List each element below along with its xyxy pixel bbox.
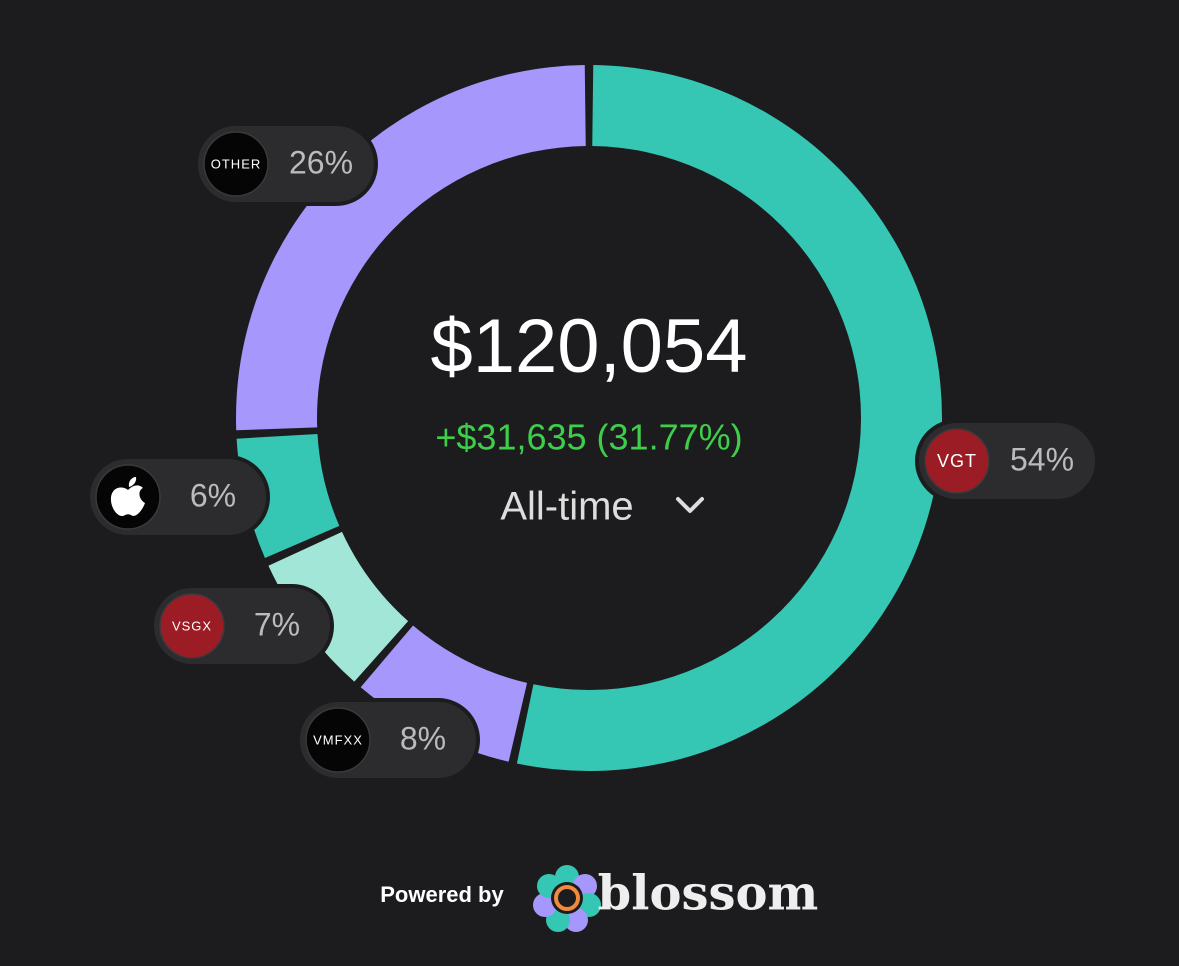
ticker-label: VSGX [172,618,212,633]
badge [924,428,990,494]
percent-label: 7% [254,606,300,642]
legend-pill[interactable]: 6% [86,455,270,539]
badge [305,707,371,773]
blossom-logo [533,865,601,932]
powered-by: Powered by [380,882,504,907]
percent-label: 26% [289,144,353,180]
ticker-label: VMFXX [313,732,363,747]
donut-segment [236,65,586,431]
donut-segment [360,625,528,762]
legend-pill[interactable]: VSGX 7% [150,584,334,668]
chevron[interactable] [676,497,704,513]
donut-segment [236,433,340,559]
ticker-label: OTHER [211,156,262,171]
apple-leaf [128,477,137,487]
badge [159,593,225,659]
total-change: +$31,635 (31.77%) [435,417,742,458]
percent-label: 6% [190,477,236,513]
ticker-label: VGT [937,451,977,471]
period-label[interactable]: All-time [500,485,633,529]
brand: blossom [598,866,819,922]
donut-segment [268,531,409,682]
percent-label: 8% [400,720,446,756]
apple-icon [110,485,145,517]
badge [203,131,269,197]
legend-pill[interactable]: OTHER 26% [194,122,378,206]
legend-pill[interactable]: VGT 54% [915,419,1099,503]
donut-segment [516,65,943,772]
period-selector[interactable]: All-time [500,485,704,529]
total-value: $120,054 [431,304,748,389]
percent-label: 54% [1010,441,1074,477]
legend-pill[interactable]: VMFXX 8% [296,698,480,782]
